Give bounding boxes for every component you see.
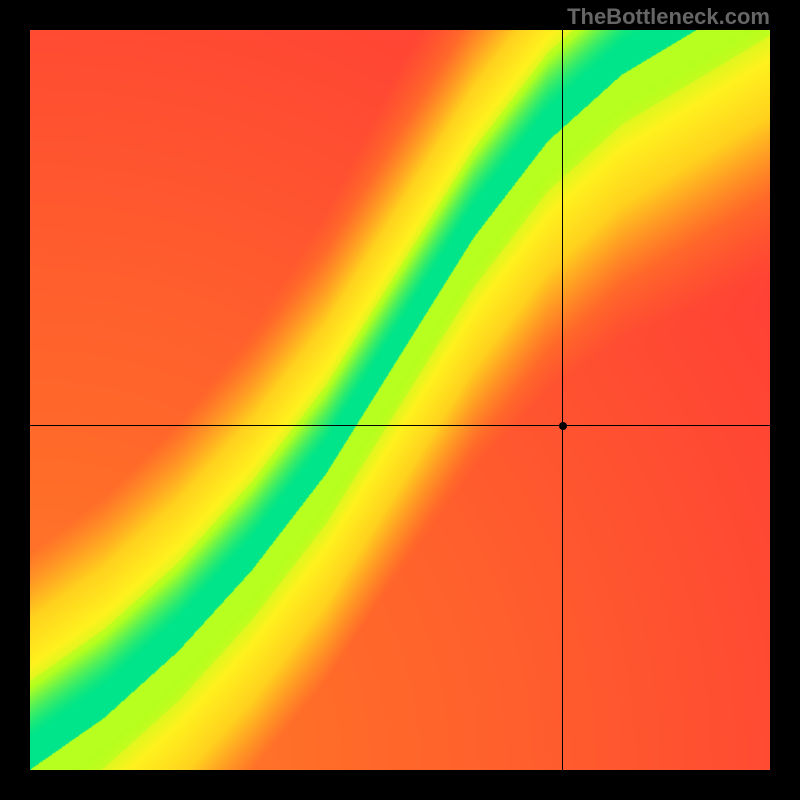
crosshair-marker	[559, 422, 567, 430]
chart-container: { "watermark": { "text": "TheBottleneck.…	[0, 0, 800, 800]
crosshair-vertical	[562, 30, 563, 770]
crosshair-horizontal	[30, 425, 770, 426]
bottleneck-heatmap	[30, 30, 770, 770]
watermark-text: TheBottleneck.com	[567, 4, 770, 30]
